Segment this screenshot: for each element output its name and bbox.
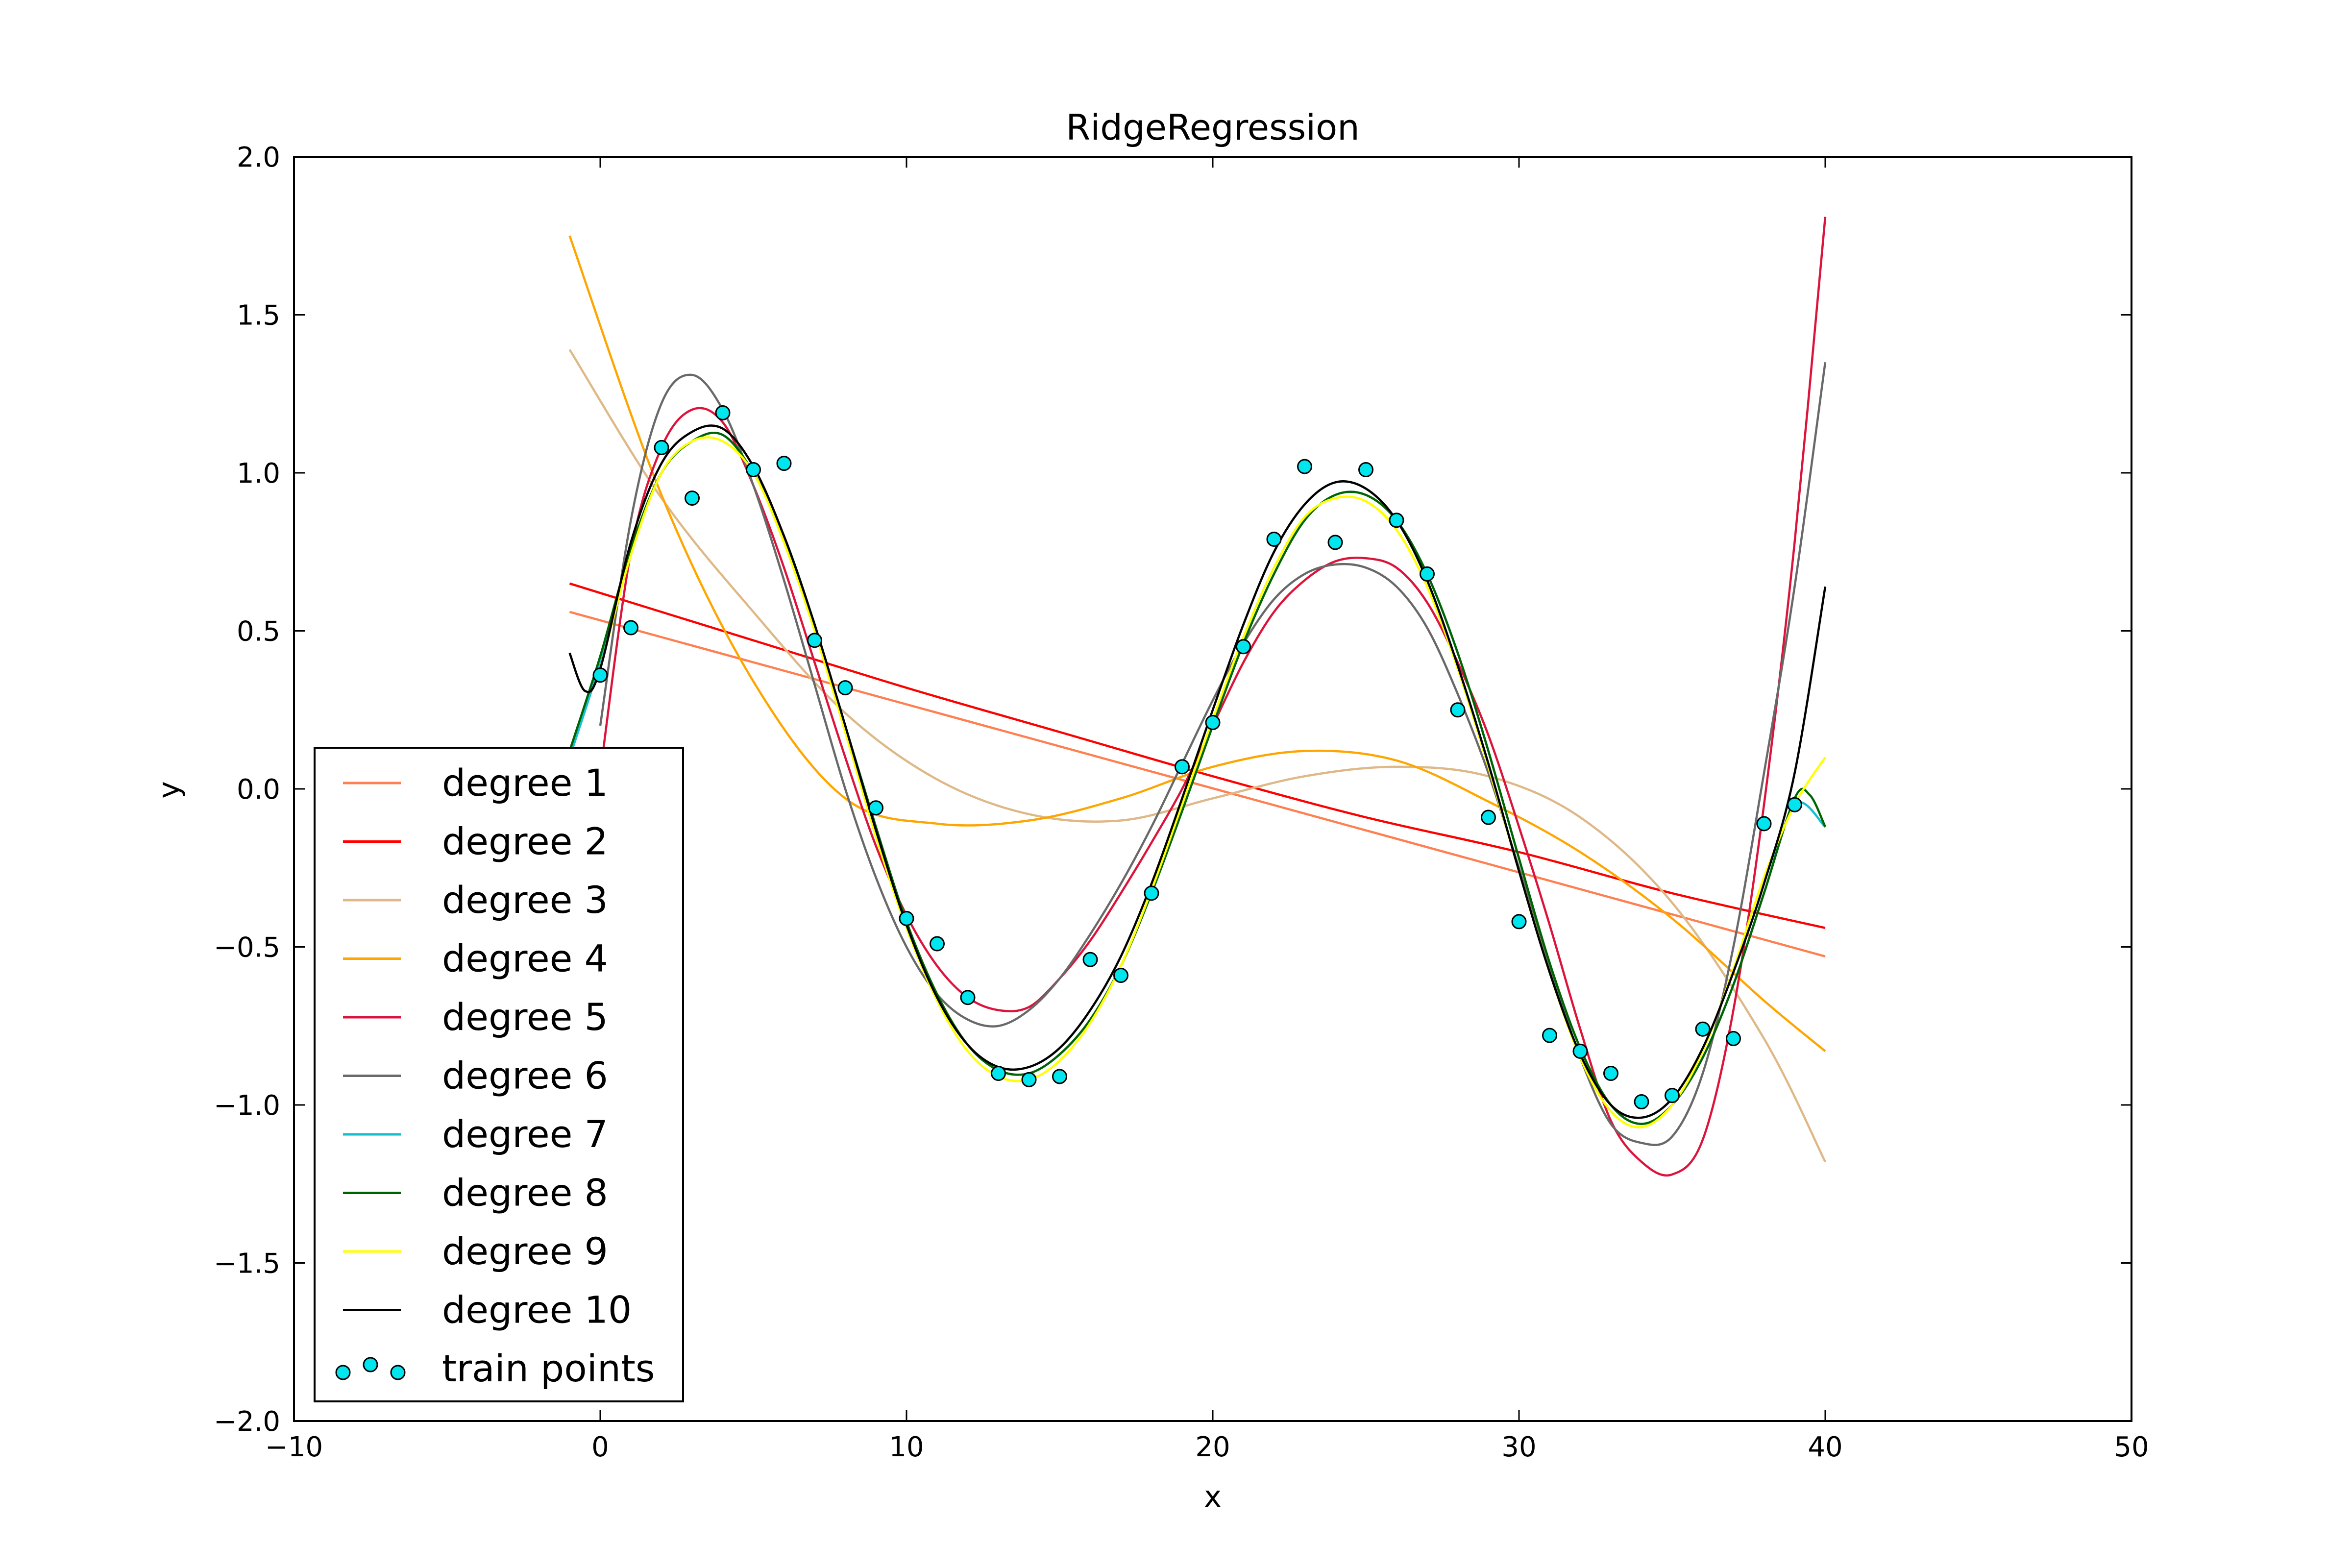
legend-label: degree 5 bbox=[442, 995, 608, 1039]
train-point bbox=[1481, 809, 1496, 825]
y-tick-label: −0.5 bbox=[214, 932, 280, 964]
train-point bbox=[1726, 1031, 1741, 1047]
y-tick-label: 0.5 bbox=[237, 616, 280, 648]
train-point bbox=[592, 667, 608, 683]
train-point bbox=[899, 910, 914, 926]
legend-label: degree 1 bbox=[442, 761, 608, 805]
legend-swatch-marker bbox=[335, 1365, 351, 1380]
y-tick-label: 0.0 bbox=[237, 774, 280, 806]
train-point bbox=[807, 633, 822, 648]
train-point bbox=[930, 936, 945, 952]
legend-swatch-marker bbox=[363, 1357, 378, 1372]
x-tick-label: −10 bbox=[265, 1431, 323, 1463]
train-point bbox=[1787, 797, 1802, 812]
train-point bbox=[1389, 513, 1404, 528]
y-tick-label: 1.0 bbox=[237, 458, 280, 490]
legend-label: degree 4 bbox=[442, 937, 608, 980]
train-point bbox=[715, 405, 731, 420]
train-point bbox=[1144, 885, 1159, 901]
x-tick-label: 50 bbox=[2114, 1431, 2149, 1463]
x-tick-label: 20 bbox=[1195, 1431, 1230, 1463]
train-point bbox=[991, 1066, 1006, 1081]
train-point bbox=[1327, 535, 1343, 550]
legend-label: train points bbox=[442, 1347, 655, 1390]
y-tick-label: −2.0 bbox=[214, 1406, 280, 1438]
x-axis-label: x bbox=[1204, 1480, 1222, 1514]
train-point bbox=[1358, 462, 1373, 478]
train-point bbox=[623, 620, 638, 636]
legend: degree 1 degree 2 degree 3 degree 4 degree 5… bbox=[314, 747, 684, 1402]
legend-label: degree 10 bbox=[442, 1288, 632, 1332]
x-tick-label: 10 bbox=[889, 1431, 924, 1463]
y-tick-label: 2.0 bbox=[237, 142, 280, 173]
train-point bbox=[1450, 702, 1466, 718]
train-point bbox=[868, 800, 883, 816]
series-line-degree-2 bbox=[569, 582, 1826, 929]
series-line-degree-1 bbox=[569, 611, 1826, 957]
train-point bbox=[1634, 1094, 1649, 1110]
train-point bbox=[1511, 914, 1527, 930]
train-point bbox=[1756, 816, 1772, 832]
y-tick-label: −1.5 bbox=[214, 1248, 280, 1280]
train-point bbox=[1021, 1072, 1037, 1087]
train-point bbox=[685, 490, 700, 506]
train-point bbox=[1236, 639, 1251, 655]
series-line-degree-4 bbox=[568, 235, 1826, 1053]
train-point bbox=[776, 456, 792, 471]
scatter-layer bbox=[592, 405, 1802, 1110]
train-point bbox=[960, 990, 976, 1005]
legend-swatch-marker bbox=[390, 1365, 406, 1380]
series-line-degree-10 bbox=[568, 424, 1827, 1119]
series-line-degree-3 bbox=[568, 349, 1827, 1163]
train-point bbox=[654, 440, 669, 455]
chart-title: RidgeRegression bbox=[1066, 107, 1360, 148]
train-point bbox=[746, 462, 761, 478]
ticks-layer: −10 0 10 20 30 40 50 −2.0 −1.5 −1.0 −0.5 0.0 0.5 1.0 1… bbox=[214, 142, 2149, 1463]
y-tick-label: 1.5 bbox=[237, 300, 280, 332]
series-line-degree-5 bbox=[599, 217, 1827, 1177]
train-point bbox=[1297, 459, 1312, 474]
legend-label: degree 6 bbox=[442, 1054, 608, 1098]
y-axis-label: y bbox=[152, 781, 186, 799]
train-point bbox=[1542, 1028, 1557, 1043]
train-point bbox=[1603, 1066, 1618, 1081]
plot-layer bbox=[568, 217, 1827, 1177]
legend-label: degree 8 bbox=[442, 1171, 608, 1215]
x-tick-label: 0 bbox=[591, 1431, 609, 1463]
series-layer bbox=[568, 217, 1827, 1177]
train-point bbox=[1266, 531, 1282, 547]
x-tick-label: 30 bbox=[1501, 1431, 1536, 1463]
train-point bbox=[1420, 566, 1435, 582]
train-point bbox=[837, 680, 853, 696]
train-point bbox=[1113, 968, 1128, 983]
legend-label: degree 2 bbox=[442, 820, 608, 863]
train-point bbox=[1665, 1088, 1680, 1103]
train-point bbox=[1052, 1069, 1067, 1084]
train-point bbox=[1175, 759, 1190, 775]
train-point bbox=[1205, 715, 1221, 731]
train-point bbox=[1082, 952, 1098, 967]
legend-label: degree 3 bbox=[442, 878, 608, 922]
legend-label: degree 7 bbox=[442, 1112, 608, 1156]
y-tick-label: −1.0 bbox=[214, 1090, 280, 1122]
train-point bbox=[1695, 1021, 1711, 1037]
x-tick-label: 40 bbox=[1808, 1431, 1842, 1463]
legend-label: degree 9 bbox=[442, 1229, 608, 1273]
series-line-degree-6 bbox=[599, 362, 1827, 1146]
train-point bbox=[1572, 1043, 1588, 1059]
